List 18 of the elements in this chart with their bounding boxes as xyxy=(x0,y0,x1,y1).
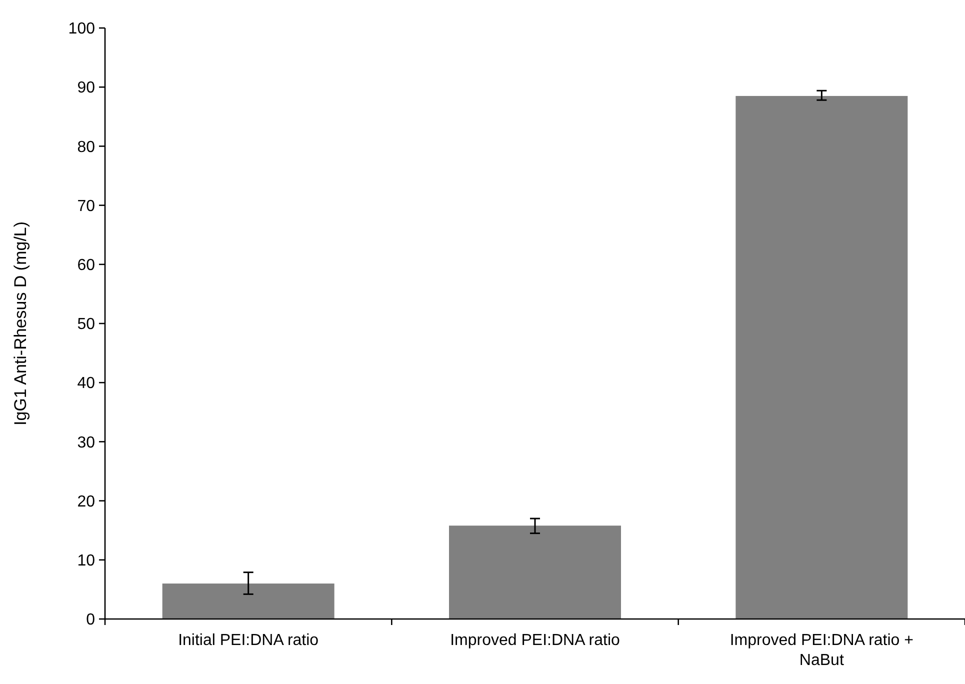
y-tick-label: 80 xyxy=(77,138,96,156)
y-tick-label: 70 xyxy=(77,198,96,215)
y-tick-label: 50 xyxy=(77,316,96,334)
bar xyxy=(449,526,621,619)
y-tick-label: 40 xyxy=(77,375,96,392)
y-tick-label: 30 xyxy=(77,434,96,452)
y-axis-title: IgG1 Anti-Rhesus D (mg/L) xyxy=(11,221,30,426)
x-tick-label: Improved PEI:DNA ratio xyxy=(450,632,620,649)
bar xyxy=(162,584,334,619)
y-tick-label: 90 xyxy=(77,80,96,97)
y-tick-label: 20 xyxy=(77,493,96,510)
y-tick-label: 0 xyxy=(86,612,96,629)
y-tick-label: 60 xyxy=(77,257,96,274)
x-tick-label: Initial PEI:DNA ratio xyxy=(178,632,319,649)
bar xyxy=(736,96,908,619)
y-tick-label: 100 xyxy=(68,20,96,38)
y-tick-label: 10 xyxy=(77,552,96,570)
x-tick-label: Improved PEI:DNA ratio + NaBut xyxy=(730,632,914,669)
